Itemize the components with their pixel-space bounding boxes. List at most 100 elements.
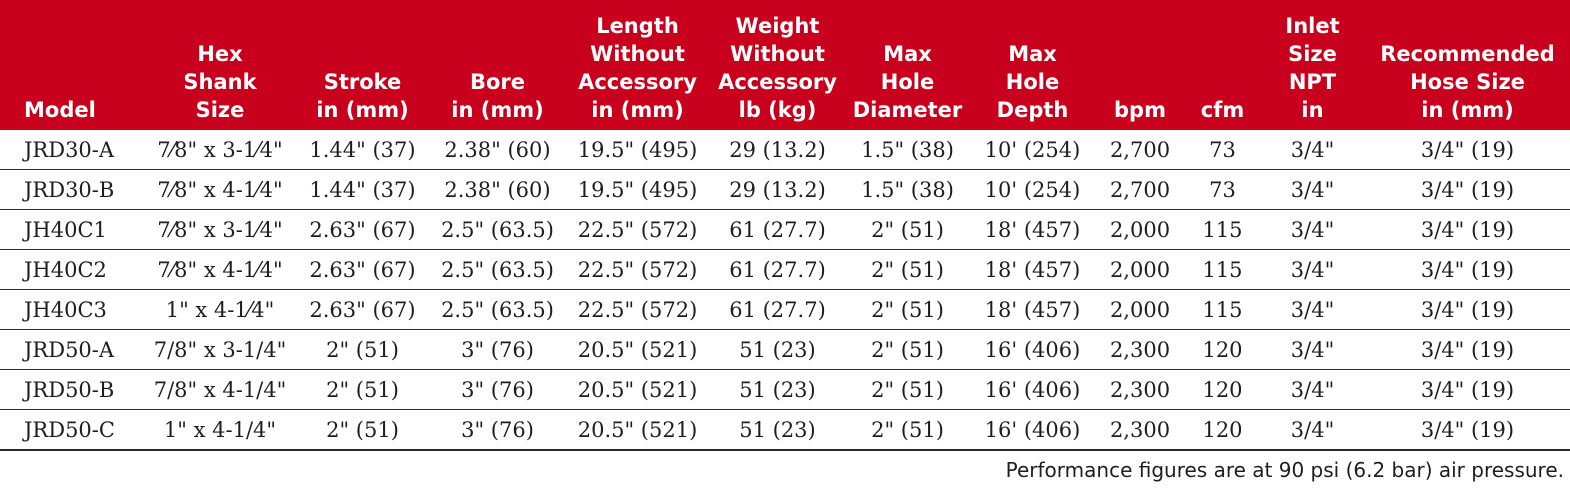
header-model: Model <box>24 98 96 122</box>
table-row: JH40C3 1" x 4-1⁄4" 2.63" (67) 2.5" (63.5) 22… <box>0 289 1570 330</box>
cell-hex-shank-size: 1" x 4-1/4" <box>145 409 295 451</box>
cell-max-hole-diameter: 1.5" (38) <box>845 130 970 170</box>
cell-max-hole-depth: 10' (254) <box>970 130 1095 170</box>
cell-inlet-size: 3/4" <box>1260 329 1365 370</box>
header-max-hole-depth: Max Hole Depth <box>996 42 1069 122</box>
cell-max-hole-depth: 16' (406) <box>970 329 1095 370</box>
cell-hose-size: 3/4" (19) <box>1365 409 1570 451</box>
cell-hose-size: 3/4" (19) <box>1365 369 1570 410</box>
cell-cfm: 120 <box>1185 369 1260 410</box>
cell-hose-size: 3/4" (19) <box>1365 289 1570 330</box>
cell-weight: 29 (13.2) <box>710 169 845 210</box>
table-row: JH40C1 7⁄8" x 3-1⁄4" 2.63" (67) 2.5" (63.5)… <box>0 209 1570 250</box>
cell-max-hole-depth: 16' (406) <box>970 409 1095 451</box>
cell-bpm: 2,700 <box>1095 130 1185 170</box>
cell-stroke: 2" (51) <box>295 409 430 451</box>
cell-cfm: 120 <box>1185 329 1260 370</box>
cell-max-hole-diameter: 2" (51) <box>845 369 970 410</box>
header-bpm: bpm <box>1114 98 1166 122</box>
cell-inlet-size: 3/4" <box>1260 130 1365 170</box>
cell-bore: 2.5" (63.5) <box>430 289 565 330</box>
cell-length: 22.5" (572) <box>565 249 710 290</box>
cell-weight: 61 (27.7) <box>710 209 845 250</box>
cell-max-hole-diameter: 2" (51) <box>845 409 970 451</box>
cell-model: JH40C3 <box>0 289 145 330</box>
cell-hose-size: 3/4" (19) <box>1365 329 1570 370</box>
cell-weight: 29 (13.2) <box>710 130 845 170</box>
cell-stroke: 2" (51) <box>295 369 430 410</box>
cell-cfm: 115 <box>1185 209 1260 250</box>
cell-stroke: 2.63" (67) <box>295 289 430 330</box>
footnote: Performance figures are at 90 psi (6.2 b… <box>1005 458 1564 482</box>
cell-cfm: 120 <box>1185 409 1260 451</box>
cell-model: JRD30-B <box>0 169 145 210</box>
cell-max-hole-diameter: 2" (51) <box>845 329 970 370</box>
cell-hex-shank-size: 7/8" x 4-1/4" <box>145 369 295 410</box>
cell-inlet-size: 3/4" <box>1260 369 1365 410</box>
table-row: JH40C2 7⁄8" x 4-1⁄4" 2.63" (67) 2.5" (63.5)… <box>0 249 1570 290</box>
cell-inlet-size: 3/4" <box>1260 169 1365 210</box>
cell-model: JRD50-A <box>0 329 145 370</box>
cell-model: JRD50-C <box>0 409 145 451</box>
cell-weight: 51 (23) <box>710 329 845 370</box>
cell-bore: 3" (76) <box>430 369 565 410</box>
cell-cfm: 115 <box>1185 249 1260 290</box>
table-body: JRD30-A 7⁄8" x 3-1⁄4" 1.44" (37) 2.38" (60)… <box>0 130 1570 451</box>
cell-bore: 3" (76) <box>430 329 565 370</box>
cell-bore: 3" (76) <box>430 409 565 451</box>
cell-max-hole-diameter: 2" (51) <box>845 289 970 330</box>
table-row: JRD50-B 7/8" x 4-1/4" 2" (51) 3" (76) 20.5" … <box>0 369 1570 410</box>
cell-inlet-size: 3/4" <box>1260 249 1365 290</box>
cell-max-hole-depth: 18' (457) <box>970 289 1095 330</box>
cell-max-hole-diameter: 1.5" (38) <box>845 169 970 210</box>
header-length: Length Without Accessory in (mm) <box>578 14 697 122</box>
cell-stroke: 1.44" (37) <box>295 169 430 210</box>
cell-hex-shank-size: 7⁄8" x 3-1⁄4" <box>145 209 295 250</box>
header-bore: Bore in (mm) <box>451 70 544 122</box>
cell-bore: 2.38" (60) <box>430 130 565 170</box>
cell-bpm: 2,000 <box>1095 289 1185 330</box>
cell-cfm: 115 <box>1185 289 1260 330</box>
cell-length: 20.5" (521) <box>565 369 710 410</box>
cell-length: 20.5" (521) <box>565 329 710 370</box>
header-cfm: cfm <box>1200 98 1245 122</box>
cell-hose-size: 3/4" (19) <box>1365 209 1570 250</box>
cell-stroke: 1.44" (37) <box>295 130 430 170</box>
cell-length: 22.5" (572) <box>565 289 710 330</box>
cell-length: 19.5" (495) <box>565 130 710 170</box>
header-hose-size: Recommended Hose Size in (mm) <box>1380 42 1555 122</box>
cell-bpm: 2,300 <box>1095 369 1185 410</box>
cell-bpm: 2,000 <box>1095 209 1185 250</box>
header-stroke: Stroke in (mm) <box>316 70 409 122</box>
cell-length: 19.5" (495) <box>565 169 710 210</box>
cell-bpm: 2,300 <box>1095 329 1185 370</box>
cell-hex-shank-size: 7⁄8" x 4-1⁄4" <box>145 169 295 210</box>
cell-inlet-size: 3/4" <box>1260 409 1365 451</box>
cell-model: JRD30-A <box>0 130 145 170</box>
spec-table: Model Hex Shank Size Stroke in (mm) Bore… <box>0 0 1570 451</box>
cell-weight: 51 (23) <box>710 369 845 410</box>
cell-length: 20.5" (521) <box>565 409 710 451</box>
cell-weight: 51 (23) <box>710 409 845 451</box>
cell-max-hole-diameter: 2" (51) <box>845 209 970 250</box>
cell-inlet-size: 3/4" <box>1260 289 1365 330</box>
cell-length: 22.5" (572) <box>565 209 710 250</box>
cell-hex-shank-size: 7⁄8" x 4-1⁄4" <box>145 249 295 290</box>
cell-weight: 61 (27.7) <box>710 289 845 330</box>
cell-hex-shank-size: 1" x 4-1⁄4" <box>145 289 295 330</box>
header-weight: Weight Without Accessory lb (kg) <box>718 14 837 122</box>
header-inlet-size: Inlet Size NPT in <box>1285 14 1340 122</box>
cell-hose-size: 3/4" (19) <box>1365 130 1570 170</box>
cell-hex-shank-size: 7/8" x 3-1/4" <box>145 329 295 370</box>
header-max-hole-diameter: Max Hole Diameter <box>852 42 963 122</box>
cell-stroke: 2.63" (67) <box>295 209 430 250</box>
cell-stroke: 2.63" (67) <box>295 249 430 290</box>
cell-cfm: 73 <box>1185 130 1260 170</box>
cell-max-hole-depth: 10' (254) <box>970 169 1095 210</box>
table-row: JRD30-B 7⁄8" x 4-1⁄4" 1.44" (37) 2.38" (60)… <box>0 169 1570 210</box>
cell-hex-shank-size: 7⁄8" x 3-1⁄4" <box>145 130 295 170</box>
header-row: Model Hex Shank Size Stroke in (mm) Bore… <box>0 0 1570 130</box>
cell-bore: 2.5" (63.5) <box>430 249 565 290</box>
cell-cfm: 73 <box>1185 169 1260 210</box>
header-hex-shank-size: Hex Shank Size <box>183 42 257 122</box>
